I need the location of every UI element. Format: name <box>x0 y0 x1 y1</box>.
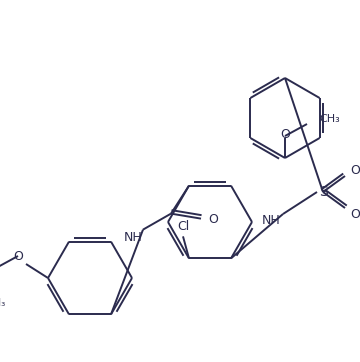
Text: CH₃: CH₃ <box>319 114 340 124</box>
Text: NH: NH <box>123 231 142 244</box>
Text: S: S <box>319 185 327 199</box>
Text: NH: NH <box>262 214 280 227</box>
Text: O: O <box>13 249 23 262</box>
Text: O: O <box>350 164 360 177</box>
Text: O: O <box>350 207 360 220</box>
Text: O: O <box>280 127 290 140</box>
Text: CH₃: CH₃ <box>0 298 6 308</box>
Text: Cl: Cl <box>177 220 189 233</box>
Text: O: O <box>208 213 218 226</box>
